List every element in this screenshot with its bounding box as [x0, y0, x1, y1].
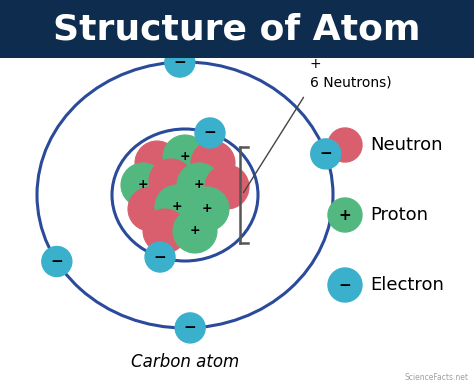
Text: −: − — [173, 55, 186, 69]
Circle shape — [155, 185, 199, 229]
Circle shape — [143, 209, 187, 253]
Circle shape — [149, 159, 193, 203]
Text: +: + — [338, 207, 351, 223]
Text: −: − — [50, 254, 63, 269]
Circle shape — [145, 242, 175, 272]
Circle shape — [205, 165, 249, 209]
Text: +: + — [190, 225, 201, 238]
Text: Neutron: Neutron — [370, 136, 443, 154]
Text: Carbon atom: Carbon atom — [131, 353, 239, 371]
FancyBboxPatch shape — [0, 0, 474, 58]
Text: +: + — [194, 179, 204, 191]
Circle shape — [328, 128, 362, 162]
Circle shape — [128, 187, 172, 231]
Circle shape — [195, 118, 225, 148]
Text: +: + — [180, 151, 191, 163]
Circle shape — [185, 187, 229, 231]
Circle shape — [175, 313, 205, 343]
Circle shape — [163, 135, 207, 179]
Circle shape — [177, 163, 221, 207]
Circle shape — [328, 268, 362, 302]
Text: −: − — [184, 321, 197, 335]
Text: −: − — [338, 278, 351, 292]
Text: Proton: Proton — [370, 206, 428, 224]
Text: −: − — [154, 250, 166, 264]
Text: Electron: Electron — [370, 276, 444, 294]
Text: +: + — [137, 179, 148, 191]
Text: −: − — [204, 126, 216, 140]
Text: ScienceFacts.net: ScienceFacts.net — [405, 373, 469, 382]
Circle shape — [311, 139, 341, 169]
Circle shape — [121, 163, 165, 207]
Circle shape — [191, 141, 235, 185]
Circle shape — [173, 209, 217, 253]
Circle shape — [135, 141, 179, 185]
Text: +: + — [202, 202, 212, 216]
Circle shape — [328, 198, 362, 232]
Text: −: − — [319, 146, 332, 161]
Text: +: + — [172, 200, 182, 213]
Circle shape — [42, 246, 72, 277]
Text: Nucleus
(6 Protons
+
6 Neutrons): Nucleus (6 Protons + 6 Neutrons) — [310, 18, 392, 90]
Text: Structure of Atom: Structure of Atom — [53, 12, 421, 46]
Circle shape — [165, 47, 195, 77]
